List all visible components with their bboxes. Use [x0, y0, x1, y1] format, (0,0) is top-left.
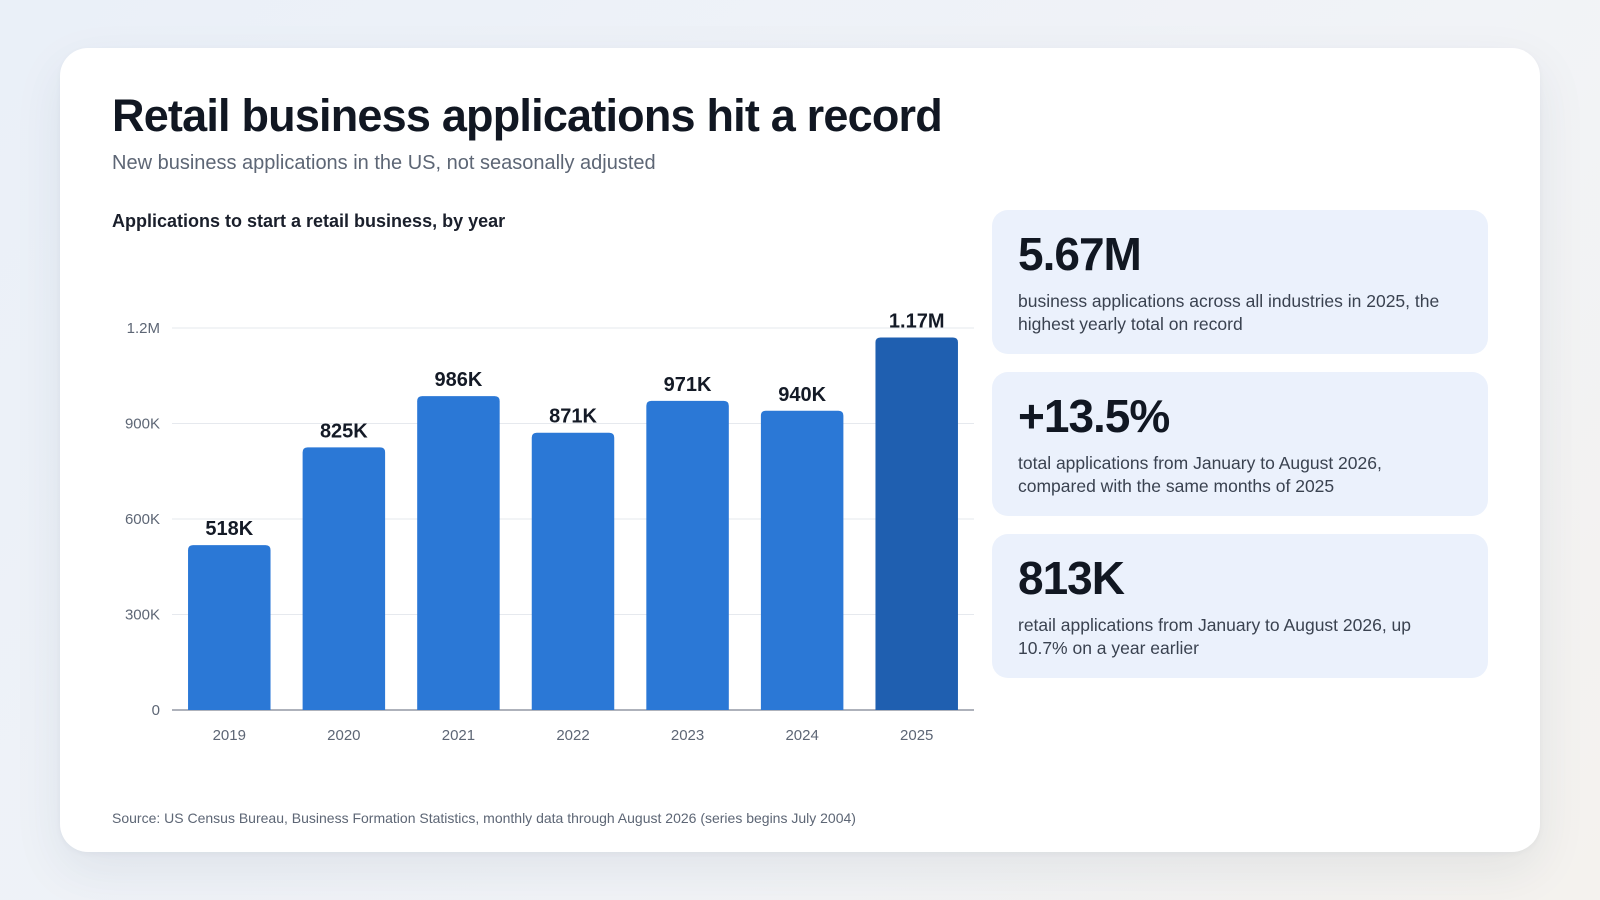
x-tick-label: 2020 [327, 727, 360, 744]
bar-2024 [760, 410, 844, 710]
x-tick-label: 2024 [785, 727, 818, 744]
chart-card: Retail business applications hit a recor… [60, 48, 1540, 852]
stat-card-total-applications: 5.67M business applications across all i… [992, 210, 1488, 354]
stat-value: +13.5% [1018, 390, 1170, 442]
x-tick-label: 2025 [900, 727, 933, 744]
source-note: Source: US Census Bureau, Business Forma… [112, 810, 856, 826]
stat-description: retail applications from January to Augu… [1018, 614, 1412, 659]
stat-card-growth: +13.5% total applications from January t… [992, 372, 1488, 516]
data-label: 518K [205, 518, 253, 540]
y-tick-label: 1.2M [127, 320, 160, 337]
data-label: 1.17M [889, 311, 945, 333]
x-tick-label: 2022 [556, 727, 589, 744]
bar-2022 [531, 432, 615, 710]
chart-title: Applications to start a retail business,… [112, 211, 506, 231]
x-tick-label: 2019 [213, 727, 246, 744]
y-tick-label: 300K [125, 607, 160, 624]
stat-value: 813K [1018, 552, 1125, 604]
y-tick-label: 900K [125, 416, 160, 433]
data-label: 986K [435, 369, 483, 391]
stat-value: 5.67M [1018, 228, 1142, 280]
bar-2020 [302, 447, 386, 710]
page-title: Retail business applications hit a recor… [112, 90, 943, 141]
bar-2021 [417, 396, 500, 710]
y-tick-label: 600K [125, 511, 160, 528]
bar-chart: 0 300K 600K 900K 1.2M 518K 2019 825K 2020 986K 202… [125, 311, 974, 744]
stat-description: business applications across all industr… [1018, 290, 1440, 335]
stat-card-retail-applications: 813K retail applications from January to… [992, 534, 1488, 678]
y-tick-label: 0 [152, 702, 160, 719]
stats-panel: 5.67M business applications across all i… [992, 210, 1488, 696]
stat-description: total applications from January to Augus… [1018, 452, 1382, 497]
bar-2025 [875, 337, 958, 710]
data-label: 940K [778, 384, 826, 406]
x-tick-label: 2021 [442, 727, 475, 744]
data-label: 871K [549, 406, 597, 428]
page-subtitle: New business applications in the US, not… [112, 152, 656, 174]
bar-2023 [646, 400, 729, 710]
data-label: 825K [320, 420, 368, 442]
data-label: 971K [664, 374, 712, 396]
x-tick-label: 2023 [671, 727, 704, 744]
bar-2019 [188, 545, 271, 710]
